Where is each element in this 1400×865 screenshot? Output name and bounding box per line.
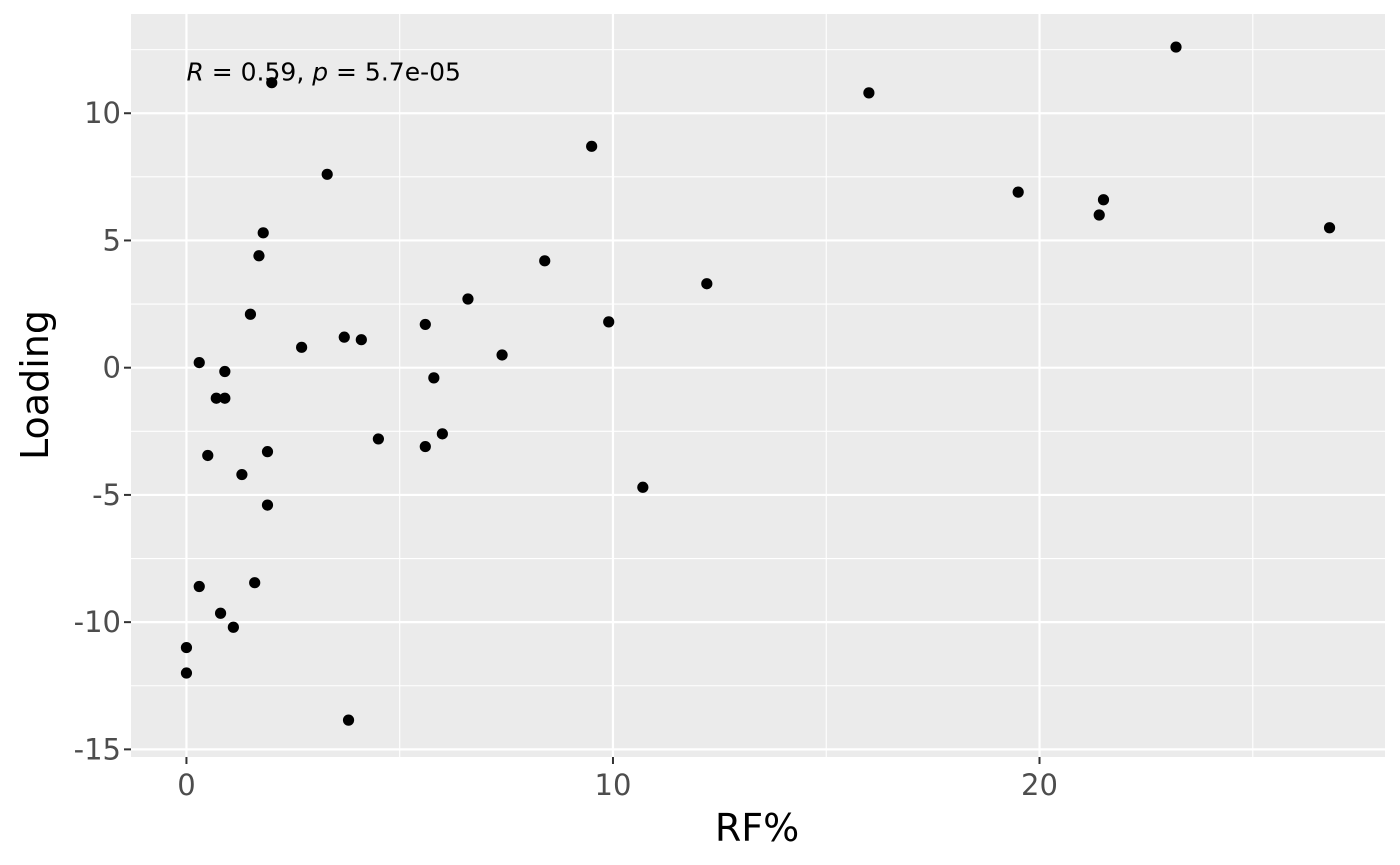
data-point xyxy=(257,227,269,239)
axis-ticks xyxy=(124,112,1041,764)
data-point xyxy=(261,499,274,511)
data-point xyxy=(266,77,278,89)
data-point xyxy=(701,278,713,290)
major-gridlines xyxy=(131,14,1385,757)
annotation-r-value: = 0.59, xyxy=(204,58,312,87)
plot-panel xyxy=(131,14,1385,757)
data-points xyxy=(180,41,1336,726)
data-point xyxy=(1097,194,1110,206)
data-point xyxy=(428,372,440,384)
data-point xyxy=(462,293,474,305)
y-axis-title: Loading xyxy=(13,310,57,460)
y-tick-label: -15 xyxy=(74,732,121,766)
y-tick-label: 10 xyxy=(84,96,121,130)
annotation-p-symbol: p xyxy=(311,58,328,87)
y-tick-label: 0 xyxy=(103,351,121,385)
data-point xyxy=(603,316,615,328)
y-tick-label: -10 xyxy=(74,605,121,639)
data-point xyxy=(253,250,265,262)
data-point xyxy=(338,331,350,343)
data-point xyxy=(863,87,875,99)
data-point xyxy=(249,577,261,589)
data-point xyxy=(180,667,193,679)
data-point xyxy=(227,621,239,633)
data-point xyxy=(244,308,257,320)
data-point xyxy=(1012,186,1024,198)
annotation-p-value: = 5.7e-05 xyxy=(328,58,461,87)
data-point xyxy=(202,449,214,462)
data-point xyxy=(419,318,431,331)
data-point xyxy=(1093,209,1105,221)
x-tick-label: 20 xyxy=(1021,768,1058,802)
x-axis-tick-labels: 0 10 20 xyxy=(177,768,1058,802)
data-point xyxy=(637,481,649,493)
correlation-annotation: R = 0.59, p = 5.7e-05 xyxy=(186,58,460,87)
data-point xyxy=(586,140,598,152)
data-point xyxy=(210,392,222,404)
data-point xyxy=(321,168,333,180)
annotation-r-symbol: R xyxy=(186,58,203,87)
data-point xyxy=(261,446,274,458)
data-point xyxy=(214,607,227,619)
x-tick-label: 10 xyxy=(595,768,632,802)
data-point xyxy=(342,714,355,726)
y-tick-label: 5 xyxy=(103,223,121,257)
data-point xyxy=(496,349,508,361)
data-point xyxy=(355,334,367,346)
data-point xyxy=(193,356,205,369)
y-axis-tick-labels: -15 -10 -5 0 5 10 xyxy=(74,96,121,766)
data-point xyxy=(236,468,248,481)
data-point xyxy=(372,433,384,445)
data-point xyxy=(1323,222,1336,234)
y-tick-label: -5 xyxy=(92,478,121,512)
data-point xyxy=(193,580,205,593)
data-point xyxy=(436,428,448,440)
x-axis-title: RF% xyxy=(715,806,799,850)
data-point xyxy=(219,365,231,378)
x-tick-label: 0 xyxy=(177,768,195,802)
data-point xyxy=(419,440,431,453)
data-point xyxy=(1170,41,1182,53)
data-point xyxy=(296,341,308,353)
data-point xyxy=(539,255,551,267)
data-point xyxy=(180,641,193,654)
data-point xyxy=(219,392,231,404)
